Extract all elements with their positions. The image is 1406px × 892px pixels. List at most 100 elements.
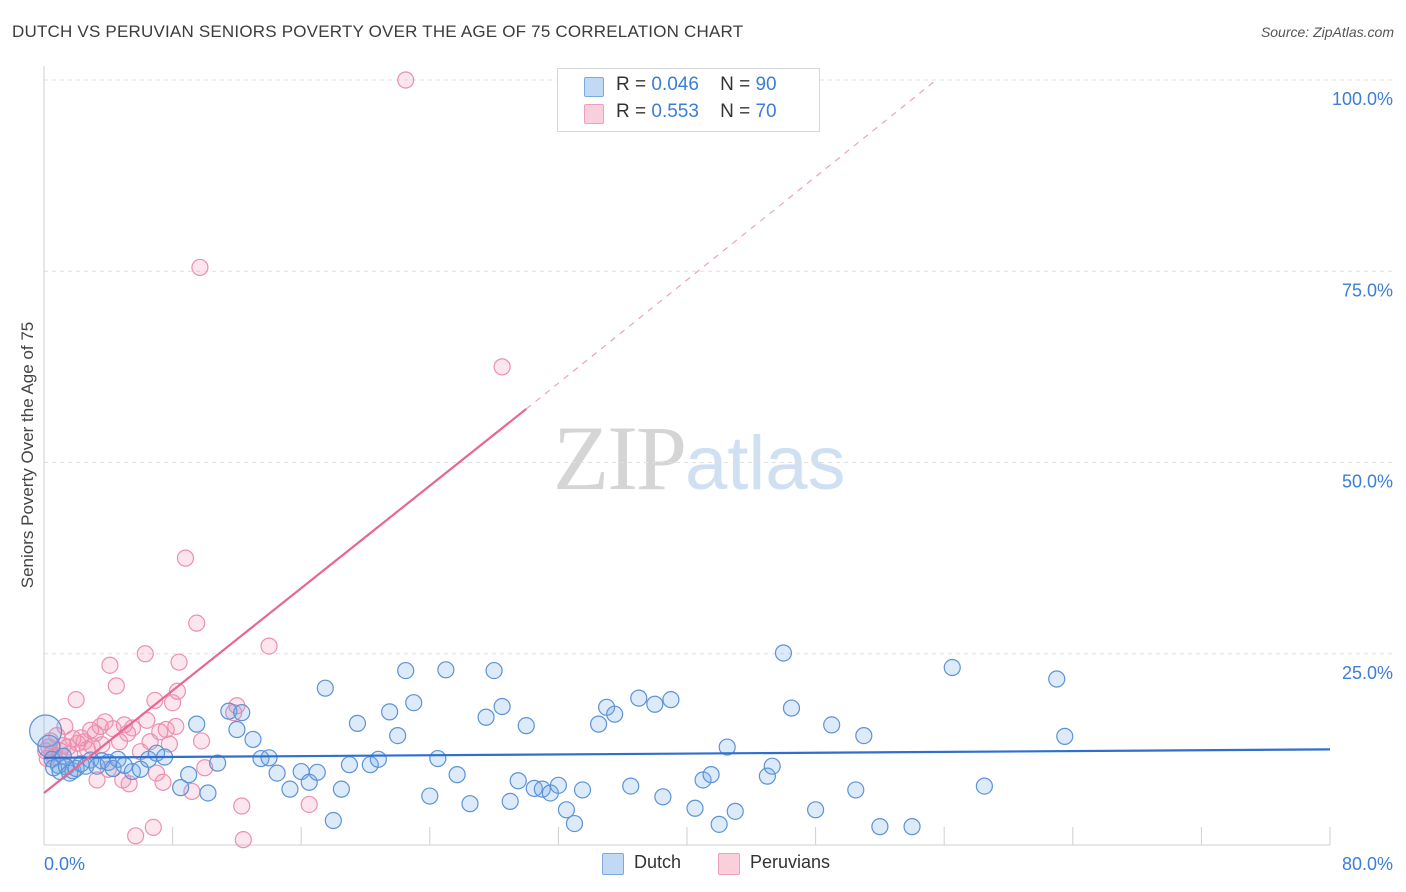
peruvians-point bbox=[260, 637, 278, 655]
legend-swatch-peruvians bbox=[584, 104, 604, 124]
source-credit: Source: ZipAtlas.com bbox=[1260, 24, 1394, 40]
legend-n-label: N = bbox=[720, 101, 751, 122]
dutch-point bbox=[589, 715, 608, 733]
dutch-point bbox=[244, 730, 262, 749]
dutch-point bbox=[109, 750, 127, 768]
dutch-point bbox=[188, 715, 206, 733]
dutch-point bbox=[662, 691, 680, 709]
dutch-point bbox=[340, 756, 359, 774]
dutch-point bbox=[493, 697, 511, 716]
legend-n-label: N = bbox=[720, 74, 751, 95]
dutch-point bbox=[405, 694, 423, 712]
dutch-point bbox=[308, 763, 326, 781]
dutch-point bbox=[763, 757, 781, 775]
dutch-trend-line bbox=[43, 748, 1331, 759]
dutch-point bbox=[782, 699, 801, 717]
peruvians-point bbox=[192, 732, 211, 750]
peruvians-points bbox=[37, 71, 511, 849]
peruvians-point bbox=[67, 691, 85, 709]
dutch-point bbox=[557, 801, 576, 819]
peruvians-point bbox=[101, 656, 119, 674]
dutch-point bbox=[260, 749, 278, 767]
legend-r-value: 0.046 bbox=[651, 74, 699, 95]
dutch-point bbox=[903, 818, 921, 836]
y-tick-label: 50.0% bbox=[1342, 472, 1393, 492]
peruvians-point bbox=[127, 827, 145, 845]
peruvians-point bbox=[196, 759, 214, 777]
peruvians-point bbox=[144, 818, 162, 837]
y-tick-label: 25.0% bbox=[1342, 663, 1393, 683]
dutch-points bbox=[29, 644, 1074, 836]
peruvians-point bbox=[154, 773, 172, 791]
peruvians-point bbox=[160, 735, 178, 753]
x-tick-label: 80.0% bbox=[1342, 854, 1393, 874]
bottom-legend-label-dutch: Dutch bbox=[634, 852, 682, 872]
dutch-point bbox=[622, 777, 640, 795]
dutch-point bbox=[461, 795, 479, 813]
dutch-point bbox=[847, 781, 865, 799]
legend-r-value: 0.553 bbox=[651, 101, 699, 122]
dutch-point bbox=[774, 644, 793, 662]
dutch-point bbox=[199, 784, 217, 802]
correlation-legend: R = 0.046 N = 90 R = 0.553 N = 70 bbox=[557, 68, 820, 132]
dutch-point bbox=[686, 799, 704, 817]
dutch-point bbox=[180, 766, 198, 784]
dutch-point bbox=[718, 738, 736, 756]
dutch-point bbox=[606, 705, 624, 723]
watermark-atlas: atlas bbox=[685, 421, 846, 506]
peruvians-point bbox=[56, 717, 74, 736]
legend-n-value: 90 bbox=[755, 74, 777, 95]
peruvians-point bbox=[147, 764, 166, 782]
dutch-point bbox=[630, 689, 648, 707]
watermark: ZIPatlas bbox=[553, 405, 846, 511]
peruvians-point bbox=[300, 795, 318, 814]
legend-r-label: R = bbox=[616, 74, 647, 95]
dutch-point bbox=[172, 779, 190, 797]
dutch-point bbox=[702, 766, 720, 784]
dutch-point bbox=[710, 815, 728, 833]
dutch-point bbox=[421, 787, 439, 805]
dutch-point bbox=[324, 811, 342, 830]
legend-r-label: R = bbox=[616, 101, 647, 122]
dutch-point bbox=[1056, 727, 1074, 745]
dutch-point bbox=[316, 679, 334, 697]
dutch-point bbox=[448, 766, 466, 784]
trend-layer bbox=[43, 79, 1331, 794]
legend-swatch-dutch bbox=[584, 77, 604, 97]
dutch-point bbox=[823, 716, 841, 734]
peruvians-point bbox=[170, 653, 188, 671]
dutch-point bbox=[233, 704, 251, 722]
dutch-point bbox=[369, 750, 387, 768]
dutch-point bbox=[397, 661, 415, 680]
peruvians-trend-line bbox=[43, 408, 527, 794]
dutch-point bbox=[871, 818, 889, 836]
bottom-legend-label-peruvians: Peruvians bbox=[750, 852, 831, 872]
tick-labels: 25.0% 50.0% 75.0% 100.0% 0.0% 80.0% bbox=[44, 89, 1393, 874]
peruvians-point bbox=[91, 717, 109, 736]
dutch-point bbox=[517, 717, 535, 735]
dutch-point bbox=[381, 703, 399, 721]
dutch-point bbox=[806, 801, 825, 819]
peruvians-point bbox=[167, 717, 185, 736]
peruvians-point bbox=[233, 797, 251, 815]
dutch-point bbox=[104, 759, 122, 778]
peruvians-point bbox=[168, 682, 187, 700]
dutch-point bbox=[573, 781, 592, 799]
dutch-point bbox=[281, 780, 299, 798]
dutch-point bbox=[565, 814, 584, 833]
x-tick-label: 0.0% bbox=[44, 854, 85, 874]
peruvians-point bbox=[493, 358, 511, 376]
dutch-point bbox=[228, 720, 246, 739]
dutch-point bbox=[943, 658, 961, 677]
dutch-point bbox=[654, 788, 672, 806]
peruvians-point bbox=[107, 677, 125, 695]
dutch-point bbox=[348, 714, 367, 732]
dutch-point bbox=[54, 747, 72, 765]
y-tick-label: 75.0% bbox=[1342, 280, 1393, 300]
dutch-point bbox=[549, 776, 568, 794]
dutch-point bbox=[268, 764, 286, 782]
legend-n-value: 70 bbox=[755, 101, 777, 122]
peruvians-point bbox=[88, 771, 106, 789]
peruvians-point bbox=[188, 614, 206, 632]
